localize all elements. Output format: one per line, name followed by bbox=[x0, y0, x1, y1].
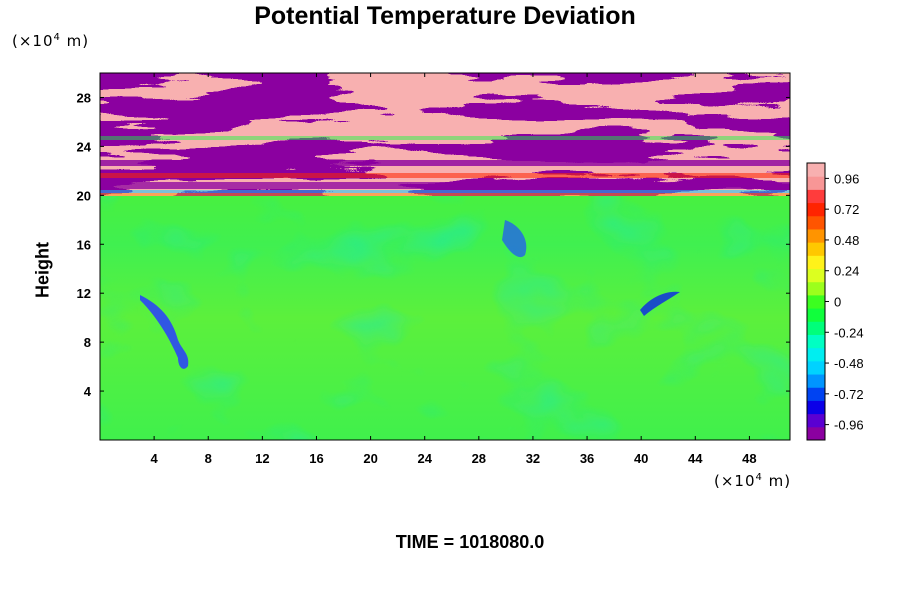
colorbar-segment bbox=[807, 242, 825, 256]
colorbar-tick-label: -0.24 bbox=[834, 325, 864, 340]
band-stripe-1 bbox=[100, 160, 790, 166]
x-tick-label: 8 bbox=[205, 451, 212, 466]
anomaly-plume-right bbox=[640, 291, 680, 316]
x-tick-label: 48 bbox=[742, 451, 756, 466]
x-tick-label: 12 bbox=[255, 451, 269, 466]
colorbar-segment bbox=[807, 268, 825, 283]
colorbar-segment bbox=[807, 321, 825, 335]
colorbar-segment bbox=[807, 255, 825, 270]
colorbar-segment bbox=[807, 202, 825, 217]
x-tick-label: 40 bbox=[634, 451, 648, 466]
colorbar-segment bbox=[807, 228, 825, 243]
x-tick-label: 24 bbox=[417, 451, 432, 466]
lower-field-texture bbox=[100, 196, 790, 440]
colorbar-segment bbox=[807, 426, 825, 441]
colorbar-segment bbox=[807, 400, 825, 415]
x-axis: 4 8 12 16 20 24 28 32 36 40 44 48 bbox=[151, 73, 757, 466]
colorbar-segment bbox=[807, 387, 825, 401]
band-stripe-2 bbox=[100, 173, 790, 178]
y-axis: 4 8 12 16 20 24 28 bbox=[77, 90, 790, 399]
y-tick-label: 12 bbox=[77, 286, 91, 301]
y-axis-unit: (×104 m) bbox=[12, 32, 90, 50]
colorbar-tick-label: 0 bbox=[834, 295, 841, 310]
band-stripe-4 bbox=[100, 190, 790, 193]
colorbar-segment bbox=[807, 360, 825, 375]
time-label: TIME = 1018080.0 bbox=[395, 532, 545, 552]
x-tick-label: 28 bbox=[472, 451, 486, 466]
colorbar-segment bbox=[807, 294, 825, 309]
colorbar-tick-label: 0.96 bbox=[834, 171, 859, 186]
y-tick-label: 8 bbox=[84, 335, 91, 350]
anomaly-plume-center bbox=[502, 220, 527, 258]
chart-title: Potential Temperature Deviation bbox=[254, 2, 636, 30]
x-tick-label: 20 bbox=[363, 451, 377, 466]
colorbar-segment bbox=[807, 215, 825, 230]
band-stripe-6 bbox=[100, 136, 790, 140]
colorbar-segment bbox=[807, 308, 825, 322]
y-tick-label: 16 bbox=[77, 237, 91, 252]
x-tick-label: 44 bbox=[688, 451, 703, 466]
plot-area bbox=[100, 73, 790, 440]
colorbar-segment bbox=[807, 176, 825, 190]
colorbar-tick-label: -0.72 bbox=[834, 387, 864, 402]
x-tick-label: 16 bbox=[309, 451, 323, 466]
colorbar-segment bbox=[807, 189, 825, 204]
colorbar-segment bbox=[807, 163, 825, 177]
y-axis-label: Height bbox=[32, 242, 53, 298]
x-tick-label: 32 bbox=[526, 451, 540, 466]
colorbar: 0.96 0.72 0.48 0.24 0 -0.24 -0.48 -0.72 -0.96 bbox=[806, 162, 864, 441]
x-tick-label: 4 bbox=[151, 451, 159, 466]
colorbar-tick-label: -0.48 bbox=[834, 356, 864, 371]
x-axis-unit: (×104 m) bbox=[714, 472, 792, 490]
y-tick-label: 28 bbox=[77, 90, 91, 105]
y-tick-label: 4 bbox=[84, 384, 92, 399]
colorbar-tick-label: 0.72 bbox=[834, 202, 859, 217]
colorbar-segment bbox=[807, 334, 825, 349]
colorbar-tick-label: 0.24 bbox=[834, 264, 859, 279]
band-stripe-5 bbox=[100, 193, 790, 196]
colorbar-segment bbox=[807, 413, 825, 428]
anomaly-plume-left bbox=[140, 295, 189, 369]
colorbar-segment bbox=[807, 281, 825, 296]
plot-frame bbox=[99, 72, 791, 441]
y-tick-label: 24 bbox=[77, 139, 92, 154]
colorbar-segment bbox=[807, 347, 825, 362]
x-tick-label: 36 bbox=[580, 451, 594, 466]
colorbar-segment bbox=[807, 374, 825, 388]
y-tick-label: 20 bbox=[77, 188, 91, 203]
band-stripe-3 bbox=[100, 182, 790, 189]
colorbar-tick-label: -0.96 bbox=[834, 418, 864, 433]
colorbar-tick-label: 0.48 bbox=[834, 233, 859, 248]
